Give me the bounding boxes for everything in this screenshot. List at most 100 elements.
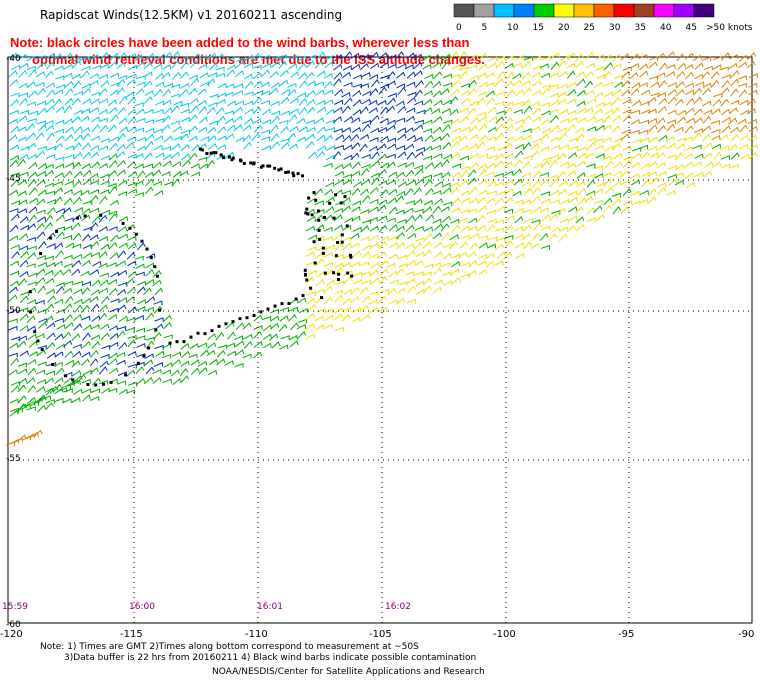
wind-barb — [405, 143, 415, 151]
wind-barb — [396, 287, 406, 295]
wind-barb — [92, 260, 102, 267]
wind-barb — [341, 126, 352, 133]
wind-barb — [386, 70, 396, 80]
wind-barb — [161, 64, 172, 70]
wind-barb — [604, 91, 614, 98]
wind-barb — [127, 160, 137, 169]
colorbar-swatch — [593, 3, 615, 18]
wind-barb — [298, 80, 308, 89]
wind-barb — [559, 226, 569, 233]
wind-barb — [404, 64, 414, 70]
wind-barb — [179, 368, 189, 377]
wind-barb — [10, 172, 20, 177]
wind-barb — [468, 197, 479, 205]
wind-barb — [55, 250, 64, 259]
wind-barb — [378, 86, 388, 95]
wind-barb — [450, 218, 460, 224]
wind-barb — [333, 128, 343, 133]
wind-barb — [82, 324, 92, 331]
wind-barb — [26, 325, 37, 332]
wind-barb — [279, 344, 289, 350]
wind-barb — [200, 349, 210, 357]
wind-barb — [442, 252, 452, 260]
wind-barb — [27, 299, 37, 305]
wind-barb — [323, 134, 333, 142]
wind-barb — [495, 60, 505, 69]
wind-barb — [449, 96, 459, 105]
wind-barb — [306, 89, 316, 98]
wind-barb — [63, 170, 73, 179]
wind-barb — [620, 170, 630, 178]
wind-barb — [485, 82, 495, 87]
quality-flag-marker — [313, 261, 317, 265]
wind-barb — [46, 132, 56, 141]
wind-barb — [125, 141, 135, 150]
wind-barb — [522, 134, 532, 141]
wind-barb — [325, 119, 335, 125]
wind-barb — [27, 132, 36, 140]
wind-barb — [144, 353, 154, 359]
wind-barb — [406, 278, 416, 285]
wind-barb — [413, 198, 423, 206]
wind-barb — [10, 179, 20, 188]
wind-barb — [252, 106, 262, 115]
wind-barb — [533, 163, 543, 169]
wind-barb — [323, 80, 333, 89]
quality-flag-marker — [348, 253, 352, 257]
wind-barb — [613, 161, 623, 169]
wind-barb — [99, 63, 109, 69]
wind-barb — [406, 259, 417, 267]
wind-barb — [514, 216, 524, 224]
wind-barb — [703, 109, 713, 115]
wind-barb — [611, 192, 621, 198]
wind-barb — [90, 135, 100, 141]
wind-barb — [90, 396, 100, 402]
wind-barb — [719, 66, 729, 72]
wind-barb — [414, 168, 424, 177]
wind-barb — [728, 54, 739, 60]
wind-barb — [217, 82, 227, 89]
wind-barb — [738, 144, 749, 150]
wind-barb — [279, 69, 289, 77]
wind-barb — [397, 162, 407, 168]
quality-flag-marker — [349, 255, 353, 259]
wind-barb — [398, 254, 408, 260]
wind-barb — [486, 96, 495, 106]
wind-barb — [325, 108, 335, 116]
wind-barb — [8, 70, 18, 78]
wind-barb — [568, 206, 578, 213]
wind-barb — [485, 71, 495, 79]
wind-barb — [296, 324, 307, 330]
wind-barb — [369, 234, 379, 242]
wind-barb — [108, 213, 118, 222]
wind-barb — [557, 127, 567, 133]
quality-flag-marker — [214, 151, 218, 155]
wind-barb — [575, 216, 585, 224]
wind-barb — [125, 278, 135, 286]
wind-barb — [530, 126, 541, 133]
wind-barb — [305, 119, 315, 125]
wind-barb — [440, 223, 450, 232]
wind-barb — [514, 233, 525, 241]
wind-barb — [64, 126, 75, 134]
wind-barb — [189, 343, 199, 350]
wind-barb — [323, 296, 333, 305]
wind-barb — [226, 100, 237, 107]
wind-barb — [514, 135, 524, 142]
wind-barb — [8, 352, 18, 358]
wind-barb — [55, 285, 65, 295]
wind-barb — [207, 333, 217, 341]
wind-barb — [19, 350, 29, 357]
wind-barb — [458, 51, 467, 60]
wind-barb — [485, 252, 495, 260]
quality-flag-marker — [268, 164, 272, 168]
wind-barb — [136, 145, 146, 152]
wind-barb — [72, 259, 82, 268]
wind-barb — [632, 138, 642, 144]
wind-barb — [424, 162, 435, 170]
quality-flag-marker — [140, 239, 144, 243]
wind-barb — [478, 235, 488, 240]
wind-barb — [387, 63, 397, 69]
wind-barb — [98, 74, 109, 80]
wind-barbs-layer — [5, 51, 759, 447]
